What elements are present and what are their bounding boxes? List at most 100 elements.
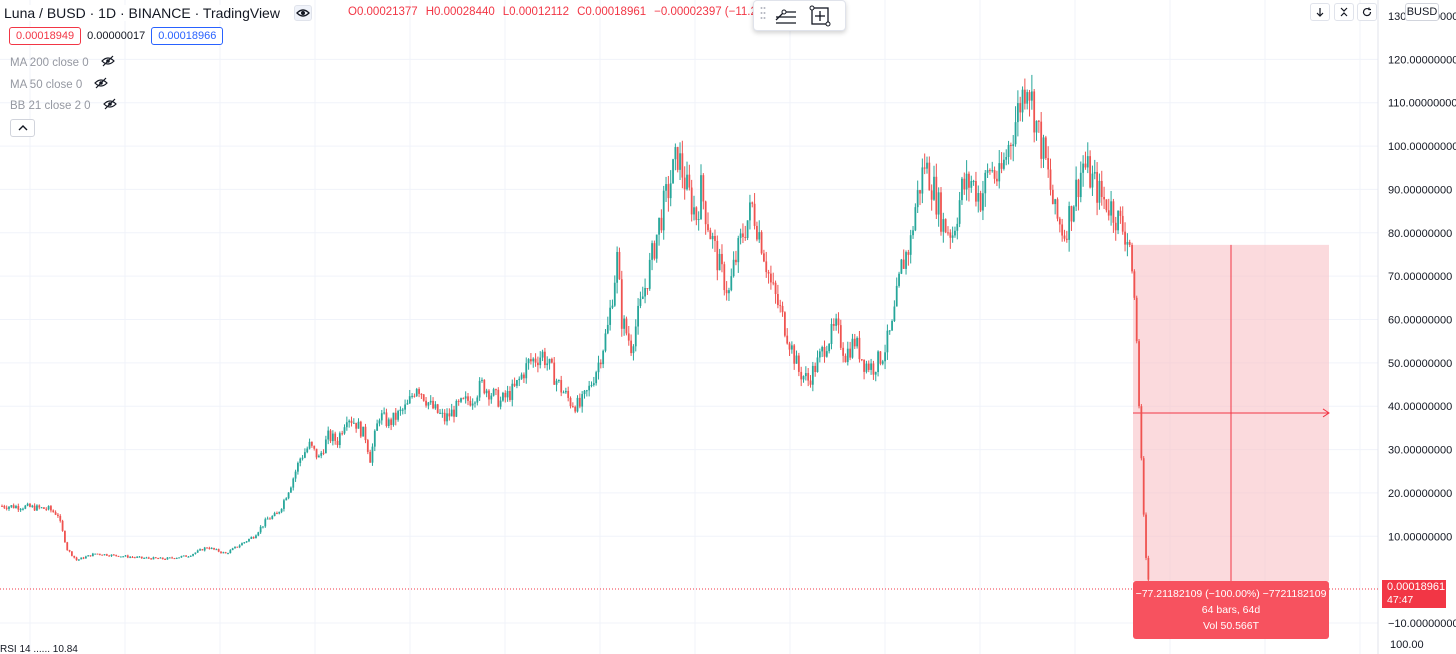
candle-body (189, 555, 192, 557)
candle-body (989, 170, 991, 172)
candle-body (564, 390, 567, 393)
candle-body (977, 192, 980, 202)
trend-line-tool-button[interactable] (772, 3, 800, 29)
measure-tool-button[interactable] (806, 3, 834, 29)
candle (1028, 89, 1031, 117)
scroll-to-latest-button[interactable] (1310, 3, 1330, 21)
candle (914, 203, 917, 232)
candle (1124, 222, 1126, 252)
candle-body (10, 505, 13, 507)
candle (707, 212, 709, 233)
candle-body (516, 380, 518, 386)
candle (1019, 96, 1022, 122)
collapse-indicators-button[interactable] (10, 119, 35, 137)
candle-body (525, 363, 528, 379)
candle (1037, 119, 1040, 133)
candle-body (590, 385, 593, 387)
candle-body (422, 394, 425, 401)
candle (269, 517, 271, 520)
candle (1035, 120, 1038, 141)
candle-body (1119, 210, 1122, 216)
sell-price-button[interactable]: 0.00018949 (9, 27, 82, 45)
candle-body (1135, 297, 1138, 342)
candle-body (693, 207, 695, 215)
candle (940, 187, 942, 236)
candle (602, 349, 605, 369)
drag-handle-icon[interactable] (760, 6, 766, 25)
candle (378, 418, 381, 427)
candle (75, 556, 78, 561)
candle-body (637, 305, 639, 327)
candle-body (50, 506, 52, 511)
candle (879, 351, 882, 366)
candle (43, 507, 45, 509)
candle-body (714, 236, 716, 241)
candle (10, 505, 13, 509)
candle (1040, 112, 1043, 169)
candle (702, 173, 705, 210)
eye-slash-icon[interactable] (94, 77, 109, 92)
reset-chart-button[interactable] (1357, 3, 1377, 21)
candle-body (236, 546, 239, 548)
candle (502, 391, 504, 402)
candle-body (758, 232, 761, 240)
candle (676, 146, 679, 173)
bar-countdown: 47:47 (1387, 594, 1414, 606)
candle (343, 424, 346, 435)
indicator-ma50[interactable]: MA 50 close 0 (10, 77, 109, 92)
currency-button[interactable]: BUSD (1405, 3, 1439, 21)
eye-slash-icon[interactable] (100, 55, 115, 70)
candle-body (898, 273, 900, 286)
floating-drawing-toolbar[interactable] (753, 0, 846, 31)
candle-body (1014, 122, 1017, 145)
candle-body (439, 412, 441, 414)
price-axis[interactable]: 120.00000000 110.00000000 100.00000000 90.0… (1377, 0, 1456, 654)
candle (257, 531, 260, 537)
candle (590, 381, 593, 388)
candle (196, 549, 199, 553)
candle-body (488, 390, 490, 400)
candle (672, 158, 674, 184)
candle-body (324, 439, 327, 454)
candle (306, 446, 309, 454)
candle (334, 431, 337, 445)
candle (616, 246, 619, 294)
candle (385, 408, 388, 428)
candle (912, 226, 914, 239)
candle (194, 552, 197, 555)
eye-slash-icon[interactable] (102, 98, 117, 113)
candle (213, 547, 215, 551)
candle-body (728, 290, 730, 294)
candle (1093, 159, 1096, 180)
candle-body (965, 173, 968, 190)
symbol-title[interactable]: Luna / BUSD · 1D · BINANCE · TradingView (4, 5, 282, 21)
indicator-ma200[interactable]: MA 200 close 0 (10, 55, 115, 70)
indicator-label: MA 50 close 0 (10, 78, 83, 91)
candle-body (1114, 222, 1117, 231)
buy-price-button[interactable]: 0.00018966 (151, 27, 224, 45)
candle (87, 555, 90, 557)
eye-icon[interactable] (293, 5, 312, 21)
candle-body (364, 426, 367, 441)
candle (802, 375, 805, 383)
candle (36, 504, 38, 511)
candle-body (348, 420, 351, 423)
candle-body (269, 518, 271, 520)
candle-body (273, 513, 276, 517)
candle-body (1105, 199, 1108, 211)
candle (839, 319, 842, 351)
candle (658, 217, 660, 246)
candle (961, 176, 963, 205)
fit-screen-button[interactable] (1334, 3, 1354, 21)
candle-body (1131, 244, 1133, 272)
candle-body (1128, 241, 1131, 245)
candle-body (112, 554, 115, 556)
candle (1131, 242, 1133, 274)
candle-body (201, 549, 204, 551)
indicator-bb[interactable]: BB 21 close 2 0 (10, 98, 117, 113)
candle (669, 170, 672, 207)
candle (1007, 140, 1010, 165)
candle (895, 277, 898, 307)
